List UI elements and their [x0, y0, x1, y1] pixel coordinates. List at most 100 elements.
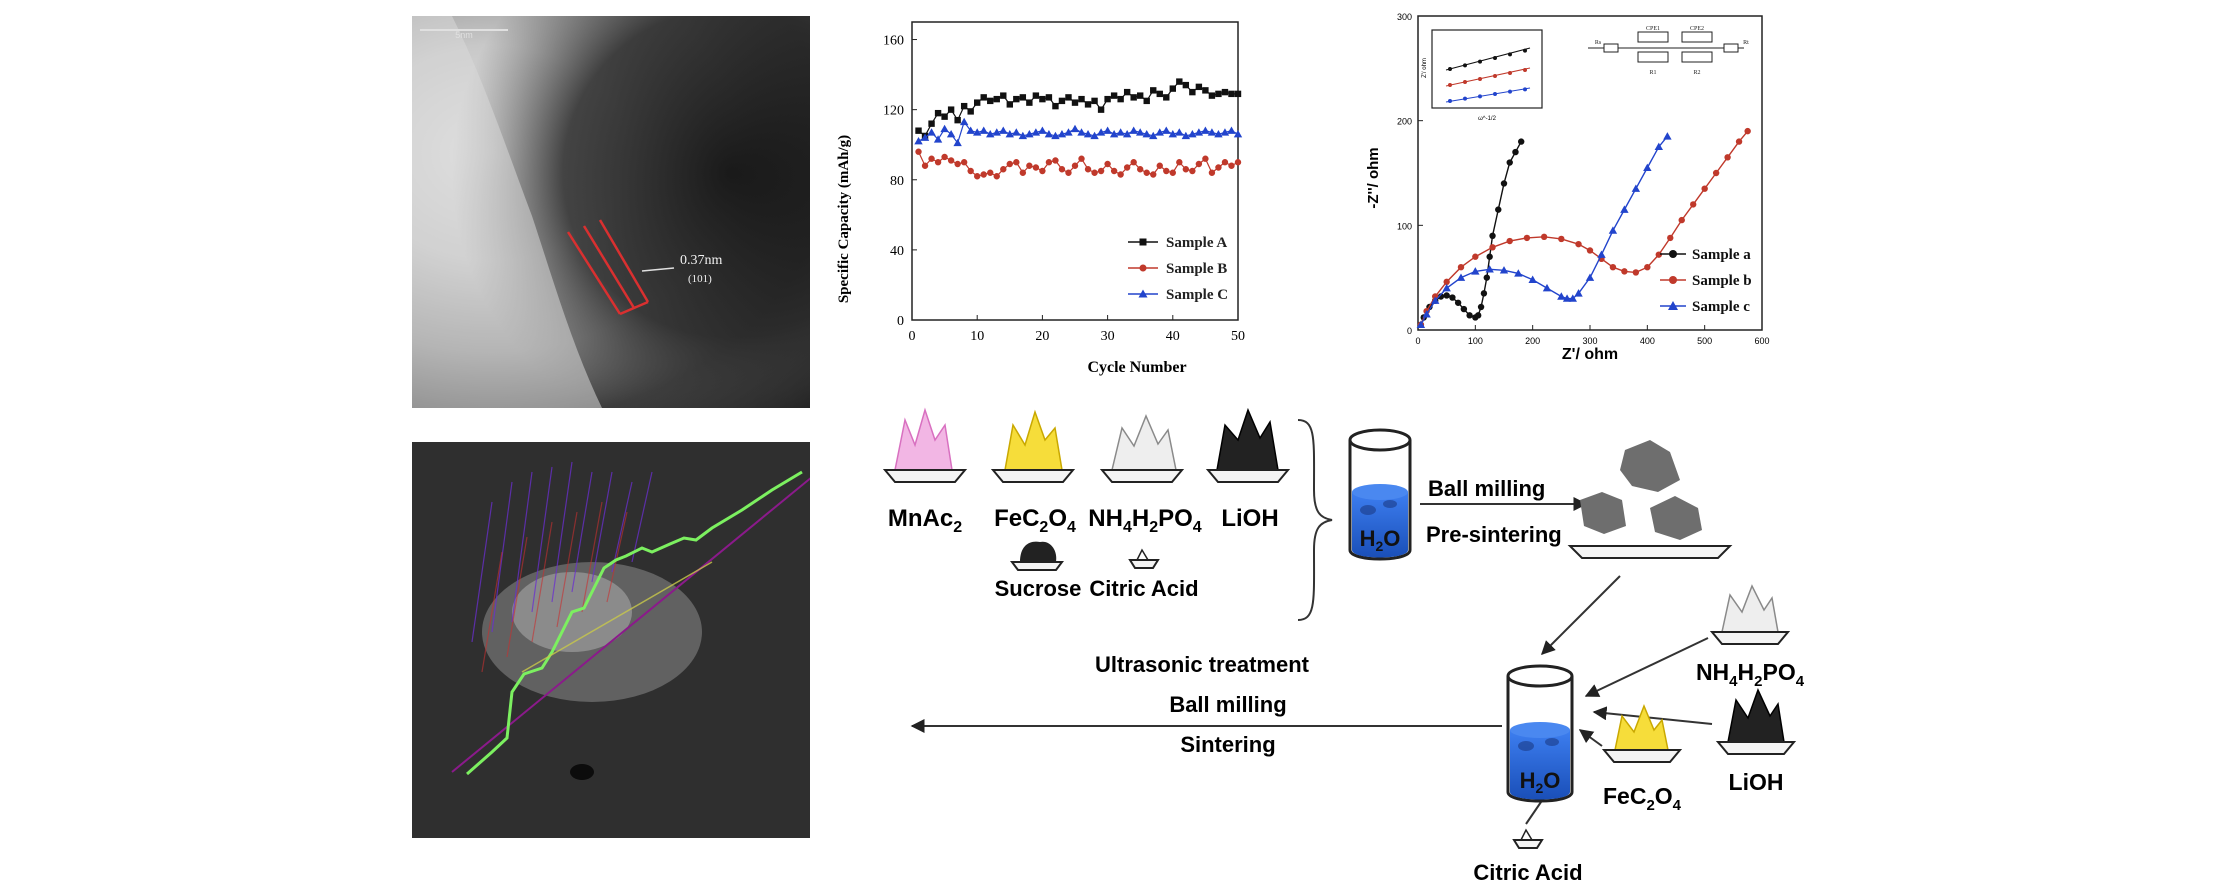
data-point	[1019, 94, 1027, 101]
inset-point	[1523, 68, 1527, 72]
inset-fit-line	[1445, 47, 1531, 71]
series-line-3	[1420, 135, 1668, 326]
inset-point	[1493, 56, 1497, 60]
data-point	[1500, 180, 1508, 187]
data-point	[920, 133, 930, 141]
data-point	[1220, 128, 1230, 136]
data-point	[941, 113, 948, 120]
data-point	[1071, 162, 1079, 169]
data-point	[1070, 124, 1080, 133]
data-point	[1168, 129, 1177, 138]
inset-plot: ω^-1/2 Z'/ ohm	[1422, 29, 1543, 122]
data-point	[1117, 171, 1124, 178]
data-point	[992, 128, 1001, 136]
inset-point	[1478, 77, 1482, 81]
data-point	[1096, 128, 1106, 136]
data-point	[934, 159, 942, 166]
legend-label: Sample b	[1692, 273, 1752, 289]
data-point	[1091, 169, 1098, 176]
presintered-powder	[1567, 440, 1733, 559]
data-point	[1215, 164, 1222, 171]
data-point	[1176, 159, 1183, 166]
data-point	[1097, 106, 1105, 113]
plot-frame	[911, 21, 1239, 321]
y-tick-label: 120	[883, 104, 904, 119]
label-sucrose: Sucrose	[995, 576, 1082, 601]
data-point	[927, 128, 936, 136]
data-point	[1078, 155, 1085, 162]
beaker-1: H2O	[1348, 428, 1412, 561]
reagent-fec2o4	[990, 409, 1076, 483]
data-point	[1431, 296, 1440, 304]
data-point	[947, 157, 955, 164]
data-point	[1006, 101, 1013, 108]
data-point	[1632, 269, 1640, 276]
data-point	[1643, 163, 1652, 171]
data-point	[1518, 138, 1525, 145]
data-point	[1110, 167, 1118, 175]
data-point	[921, 162, 929, 169]
data-point	[1540, 233, 1548, 241]
data-point	[1228, 162, 1235, 169]
legend-label: Sample C	[1166, 287, 1228, 303]
equivalent-circuit: Rs CPE1 CPE2 Rt R1 R2	[1588, 26, 1749, 76]
data-point	[1471, 267, 1480, 275]
data-point	[1557, 292, 1566, 300]
data-point	[1644, 264, 1651, 271]
series-line-2	[1420, 130, 1749, 326]
data-point	[1477, 303, 1485, 311]
data-point	[1234, 90, 1242, 98]
svg-text:H2O: H2O	[1520, 768, 1561, 796]
data-point	[1207, 128, 1217, 136]
data-point	[1466, 312, 1473, 319]
data-point	[960, 102, 968, 110]
data-point	[1175, 128, 1184, 136]
data-point	[1234, 159, 1242, 166]
data-point	[1690, 201, 1697, 208]
data-point	[940, 124, 949, 133]
data-point	[1130, 94, 1137, 101]
data-point	[1091, 97, 1098, 105]
data-point	[1575, 240, 1582, 248]
inset-point	[1478, 94, 1482, 99]
data-point	[980, 171, 987, 178]
data-point	[1110, 92, 1118, 99]
y-axis-label: Specific Capacity (mAh/g)	[836, 135, 852, 303]
data-point	[1663, 132, 1672, 140]
eds-red-trace	[481, 501, 628, 673]
data-point	[1495, 206, 1502, 213]
lattice-plane-label: (101)	[688, 273, 712, 285]
legend-label: Sample A	[1166, 235, 1227, 251]
data-point	[953, 138, 962, 147]
inset-point	[1493, 92, 1497, 96]
data-point	[1489, 232, 1496, 239]
data-point	[1621, 268, 1628, 275]
data-point	[1744, 127, 1751, 135]
data-point	[1457, 264, 1465, 271]
data-point	[999, 126, 1008, 134]
data-point	[1416, 320, 1426, 328]
data-point	[1188, 129, 1197, 138]
data-point	[1136, 128, 1145, 136]
data-point	[1090, 131, 1099, 140]
data-point	[1678, 216, 1685, 224]
data-point	[1137, 92, 1144, 99]
data-point	[1051, 131, 1060, 140]
side-reagent-lioh	[1715, 688, 1797, 755]
inset-point	[1523, 87, 1527, 92]
beaker-2: H2O	[1506, 664, 1574, 803]
data-point	[1078, 95, 1085, 103]
y-tick-label: 0	[897, 314, 904, 329]
data-point	[1084, 166, 1092, 173]
data-point	[967, 108, 974, 115]
data-point	[1013, 159, 1020, 166]
data-point	[1031, 128, 1041, 136]
data-point	[1523, 234, 1531, 242]
data-point	[993, 173, 1000, 180]
data-point	[1221, 159, 1229, 166]
data-point	[954, 160, 961, 168]
data-point	[1109, 129, 1119, 138]
data-point	[1039, 95, 1046, 103]
legend-marker	[1139, 264, 1147, 272]
data-point	[1214, 129, 1223, 138]
